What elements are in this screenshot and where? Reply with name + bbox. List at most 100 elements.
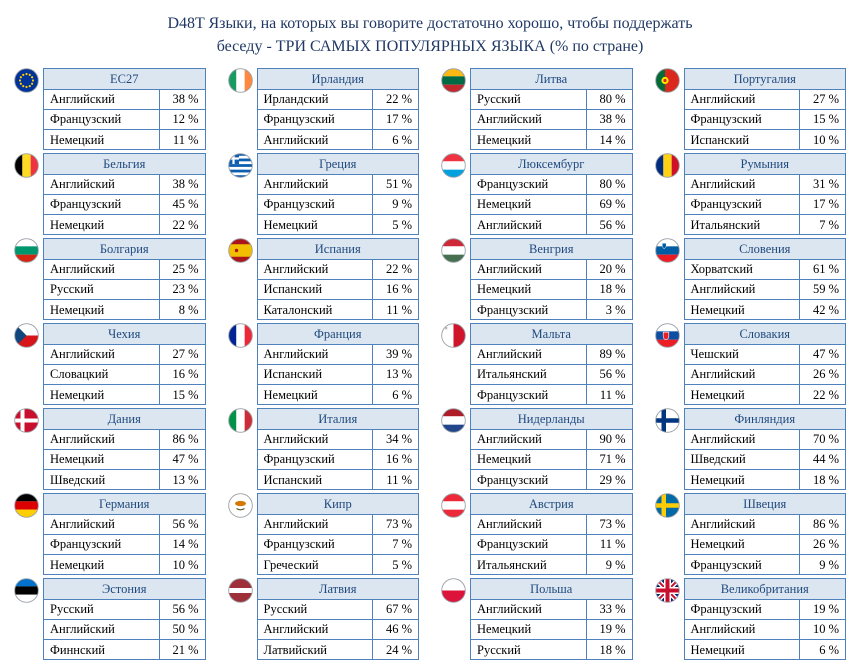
- language-label: Английский: [690, 177, 756, 192]
- country-name: Люксембург: [471, 154, 632, 175]
- language-row: Немецкий 18 %: [685, 470, 846, 490]
- language-label: Французский: [690, 112, 762, 127]
- language-percent: 51 %: [372, 174, 418, 194]
- language-label: Французский: [690, 557, 762, 572]
- language-label: Финнский: [50, 642, 105, 657]
- language-percent: 22 %: [158, 215, 205, 235]
- flag-lt-icon: [441, 68, 466, 94]
- language-row: Ирландский 22 %: [257, 89, 418, 110]
- country-card: Франция Английский 39 % Испанский 13 % Н…: [227, 323, 419, 406]
- country-table: Ирландия Ирландский 22 % Французский 17 …: [256, 68, 419, 151]
- language-row: Латвийский 24 %: [258, 640, 419, 660]
- language-row: Английский 38 %: [44, 89, 205, 110]
- language-percent: 38 %: [158, 174, 205, 194]
- language-percent: 47 %: [799, 344, 845, 364]
- language-percent: 29 %: [585, 470, 632, 490]
- country-name: Франция: [257, 324, 418, 345]
- language-row: Испанский 10 %: [685, 130, 846, 150]
- language-row: Английский 6 %: [258, 130, 419, 150]
- country-table: Испания Английский 22 % Испанский 16 % К…: [256, 238, 419, 321]
- country-table: Латвия Русский 67 % Английский 46 % Латв…: [256, 578, 419, 660]
- language-row: Чешский 47 %: [684, 344, 845, 365]
- language-percent: 22 %: [372, 89, 418, 109]
- language-row: Немецкий 10 %: [44, 555, 205, 575]
- language-percent: 6 %: [372, 130, 418, 150]
- language-label: Немецкий: [477, 282, 532, 297]
- flag-de-icon: [14, 493, 39, 519]
- language-row: Немецкий 19 %: [471, 619, 632, 641]
- language-label: Немецкий: [690, 472, 745, 487]
- language-percent: 13 %: [158, 470, 205, 490]
- country-card: Великобритания Французский 19 % Английск…: [654, 578, 846, 660]
- language-percent: 18 %: [799, 470, 845, 490]
- country-card: Ирландия Ирландский 22 % Французский 17 …: [227, 68, 419, 151]
- country-table: Бельгия Английский 38 % Французский 45 %…: [43, 153, 206, 236]
- language-row: Английский 73 %: [257, 514, 418, 535]
- language-percent: 10 %: [799, 130, 845, 150]
- language-row: Английский 46 %: [257, 619, 418, 641]
- language-row: Словацкий 16 %: [44, 364, 205, 386]
- language-label: Английский: [263, 517, 329, 532]
- language-label: Итальянский: [477, 367, 547, 382]
- language-label: Английский: [477, 602, 542, 617]
- language-label: Французский: [477, 537, 549, 552]
- language-percent: 15 %: [158, 385, 205, 405]
- country-grid: ЕС27 Английский 38 % Французский 12 % Не…: [0, 58, 860, 660]
- flag-mt-icon: [441, 323, 466, 349]
- country-card: Испания Английский 22 % Испанский 16 % К…: [227, 238, 419, 321]
- language-row: Французский 11 %: [471, 534, 632, 556]
- language-percent: 11 %: [158, 130, 205, 150]
- language-label: Испанский: [263, 282, 323, 297]
- language-percent: 89 %: [585, 344, 632, 364]
- country-card: Венгрия Английский 20 % Немецкий 18 % Фр…: [441, 238, 633, 321]
- language-row: Шведский 44 %: [684, 449, 845, 471]
- country-table: Румыния Английский 31 % Французский 17 %…: [683, 153, 846, 236]
- language-percent: 9 %: [585, 555, 632, 575]
- language-row: Французский 45 %: [44, 194, 205, 216]
- language-row: Немецкий 6 %: [258, 385, 419, 405]
- flag-cz-icon: [14, 323, 39, 349]
- country-table: Великобритания Французский 19 % Английск…: [683, 578, 846, 660]
- language-percent: 56 %: [585, 215, 632, 235]
- country-table: Финляндия Английский 70 % Шведский 44 % …: [683, 408, 846, 491]
- language-label: Французский: [477, 472, 549, 487]
- language-label: Испанский: [263, 472, 323, 487]
- language-row: Итальянский 56 %: [471, 364, 632, 386]
- country-table: Словения Хорватский 61 % Английский 59 %…: [683, 238, 846, 321]
- flag-at-icon: [441, 493, 466, 519]
- language-percent: 15 %: [799, 109, 845, 130]
- language-label: Английский: [690, 432, 756, 447]
- language-label: Французский: [477, 177, 549, 192]
- flag-si-icon: [654, 238, 680, 264]
- language-label: Английский: [50, 177, 115, 192]
- language-label: Итальянский: [477, 557, 547, 572]
- language-label: Немецкий: [50, 452, 105, 467]
- country-card: Словакия Чешский 47 % Английский 26 % Не…: [654, 323, 846, 406]
- country-name: Италия: [257, 409, 418, 430]
- language-percent: 22 %: [799, 385, 845, 405]
- language-label: Французский: [263, 112, 335, 127]
- language-label: Немецкий: [263, 387, 318, 402]
- language-row: Немецкий 8 %: [44, 300, 205, 320]
- country-card: Нидерланды Английский 90 % Немецкий 71 %…: [441, 408, 633, 491]
- language-label: Французский: [477, 302, 549, 317]
- language-label: Русский: [263, 602, 308, 617]
- flag-it-icon: [227, 408, 253, 434]
- country-name: Словения: [684, 239, 845, 260]
- language-label: Шведский: [690, 452, 746, 467]
- language-label: Немецкий: [50, 302, 105, 317]
- language-label: Русский: [50, 282, 94, 297]
- country-table: Венгрия Английский 20 % Немецкий 18 % Фр…: [470, 238, 633, 321]
- country-table: Италия Английский 34 % Французский 16 % …: [256, 408, 419, 491]
- language-row: Английский 89 %: [471, 344, 632, 365]
- language-row: Английский 73 %: [471, 514, 632, 535]
- language-row: Итальянский 7 %: [685, 215, 846, 235]
- language-percent: 61 %: [799, 259, 845, 279]
- country-name: Греция: [257, 154, 418, 175]
- language-percent: 10 %: [158, 555, 205, 575]
- flag-lu-icon: [441, 153, 466, 179]
- language-percent: 23 %: [158, 279, 205, 300]
- language-label: Латвийский: [263, 642, 327, 657]
- language-label: Английский: [477, 262, 542, 277]
